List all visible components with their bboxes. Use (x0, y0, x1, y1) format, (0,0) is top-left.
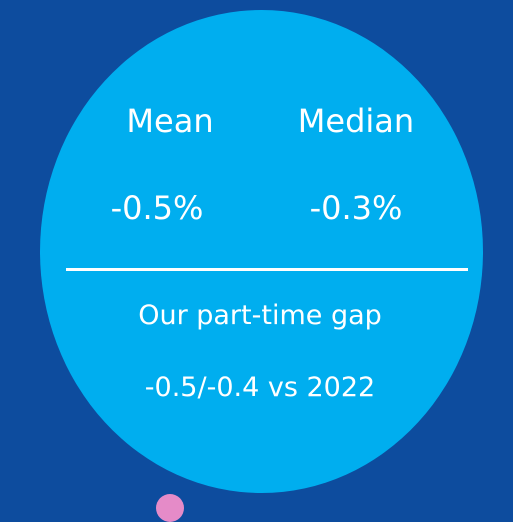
screen: Mean Median -0.5% -0.3% Our part-time ga… (40, 10, 483, 522)
circle (40, 10, 483, 493)
divider (66, 268, 468, 271)
stat-label: Mean (126, 102, 214, 140)
stat-label: Median (297, 102, 415, 140)
dot (156, 494, 184, 522)
stat-value: -0.5% (110, 189, 204, 227)
caption: Our part-time gap (138, 300, 382, 331)
stat-value: -0.3% (309, 189, 403, 227)
comparison: -0.5/-0.4 vs 2022 (144, 372, 376, 403)
